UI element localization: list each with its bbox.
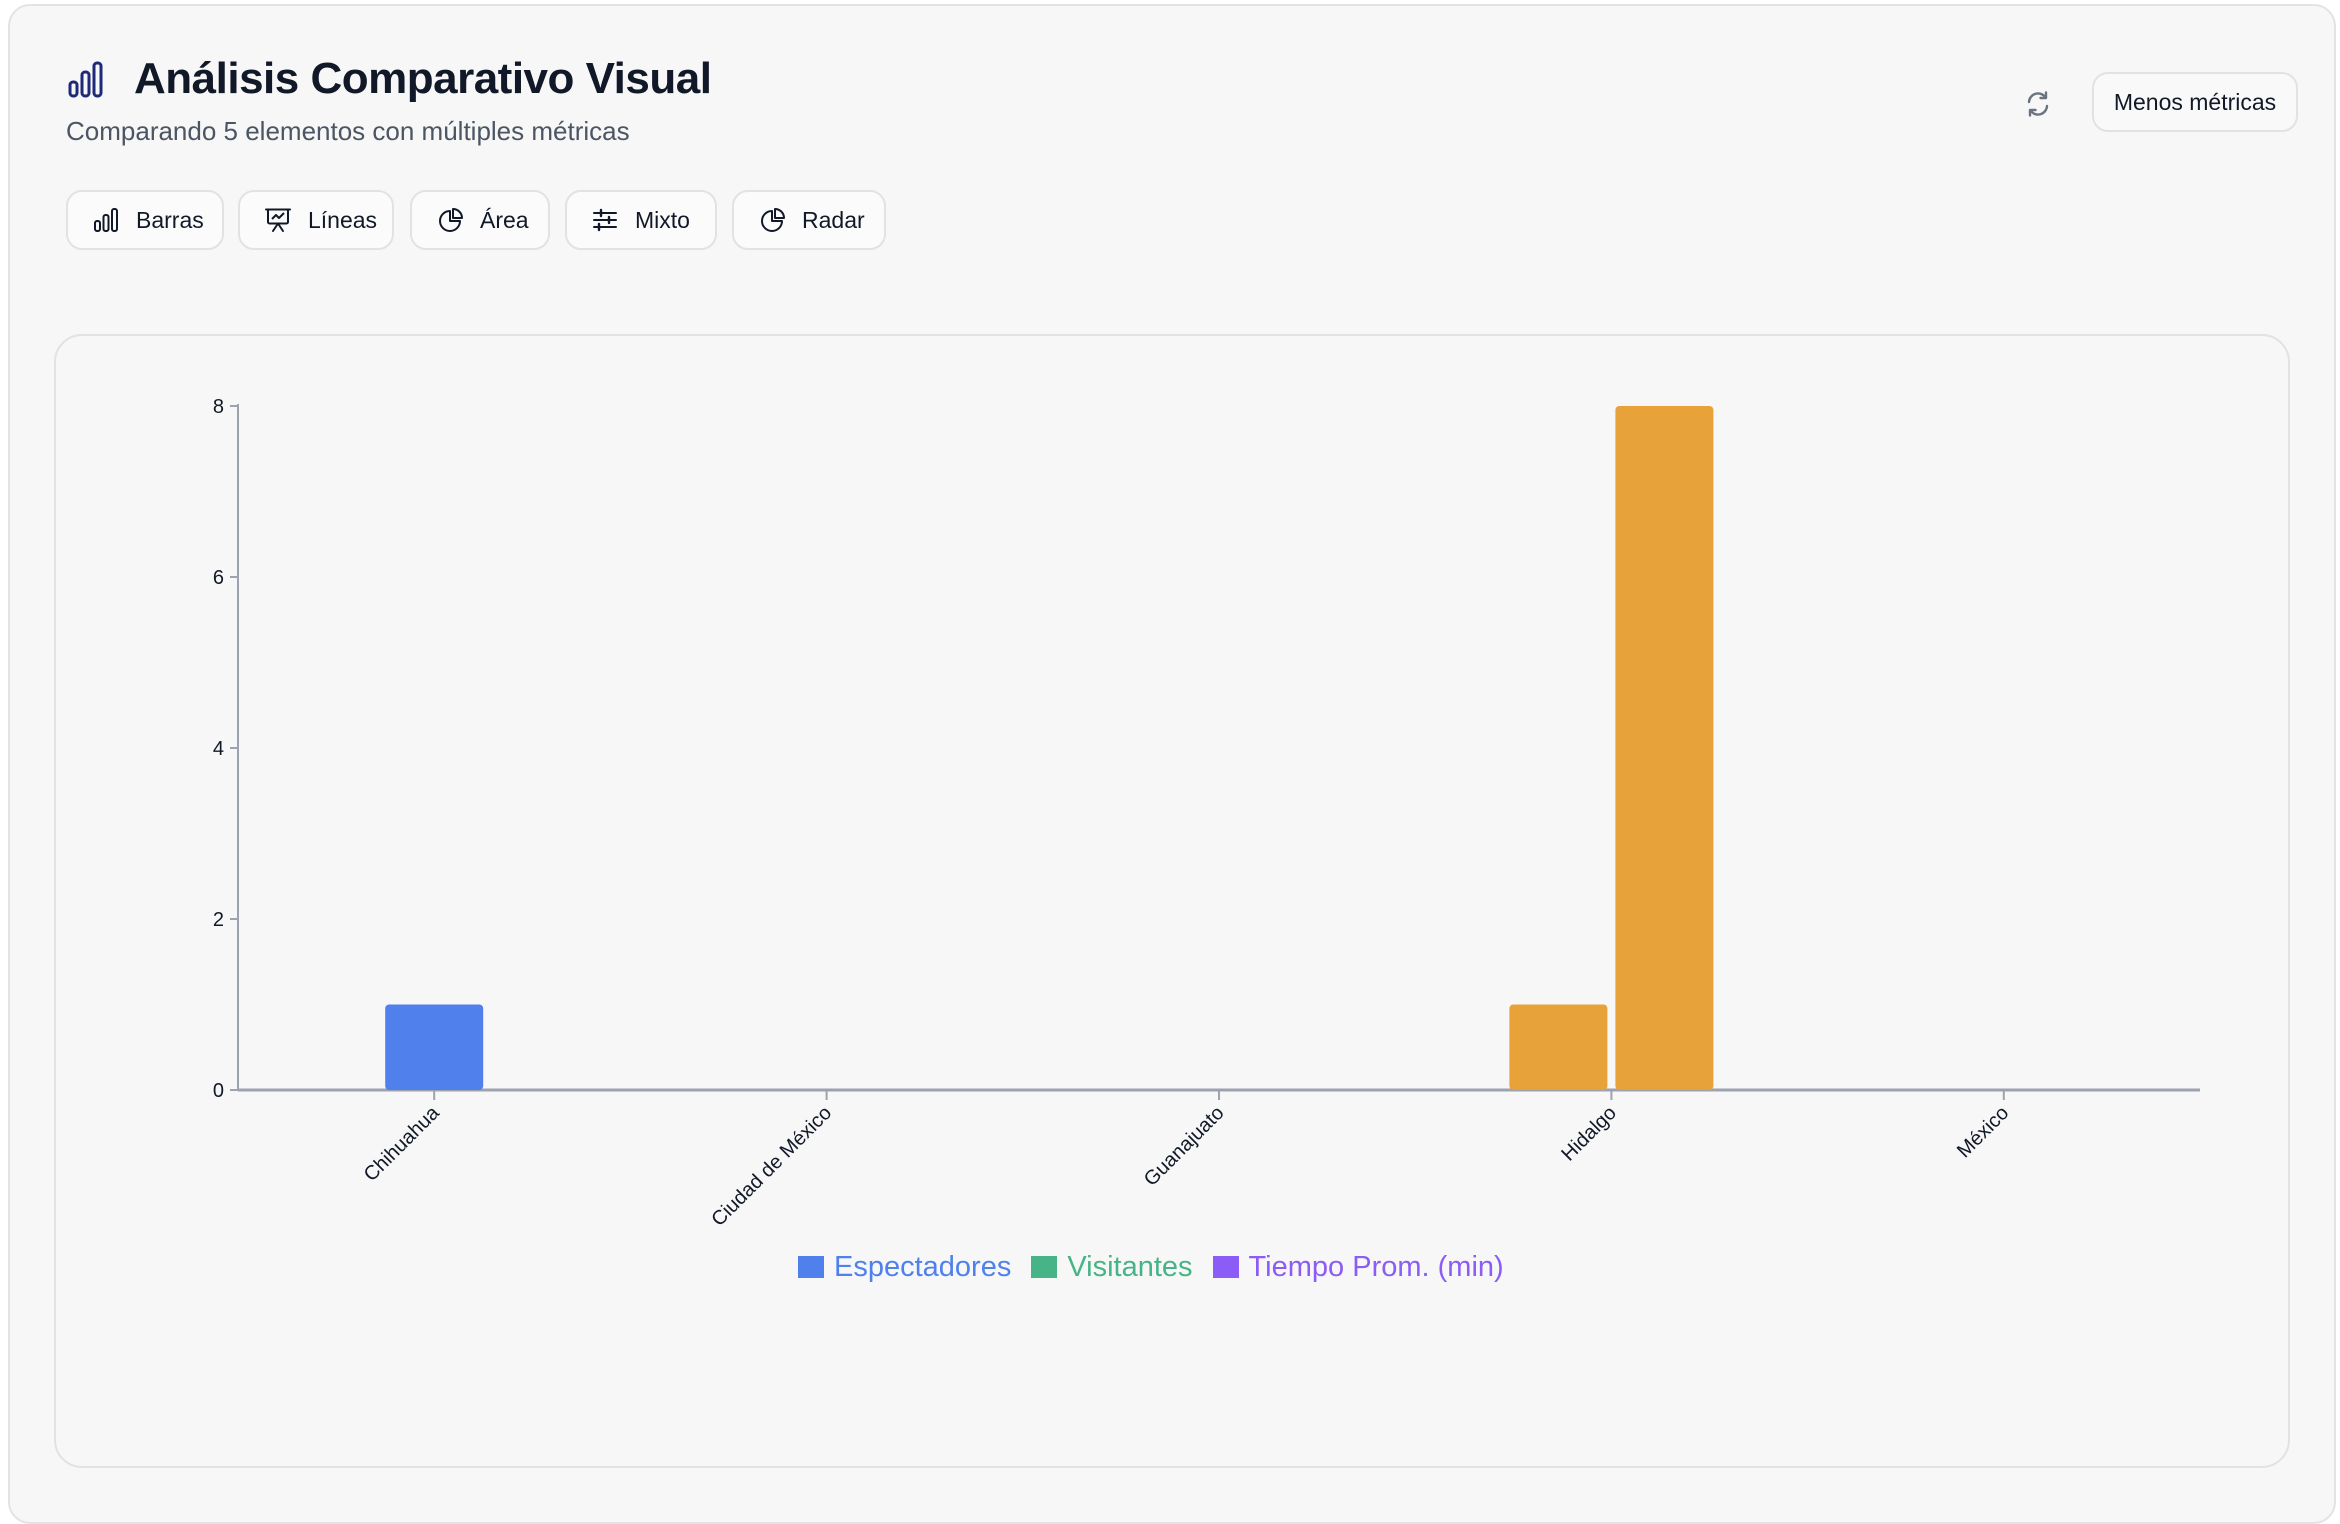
legend-swatch — [1031, 1256, 1058, 1278]
bar — [385, 1004, 484, 1090]
tab-area[interactable]: Área — [410, 190, 550, 250]
legend-label: Visitantes — [1067, 1250, 1193, 1283]
x-tick-label: México — [1953, 1102, 2013, 1162]
legend-item[interactable]: Espectadores — [798, 1251, 1011, 1284]
bar — [1509, 1004, 1608, 1090]
legend-swatch — [798, 1256, 824, 1278]
bar-chart: 0 2 4 6 8 Chihuahua Ciudad de México Guanajuato… — [213, 396, 2200, 1231]
y-tick-label: 8 — [213, 396, 224, 418]
tab-label: Radar — [802, 206, 865, 233]
bar — [1615, 406, 1714, 1090]
tab-label: Mixto — [635, 206, 690, 233]
legend-item[interactable]: Tiempo Prom. (min) — [1212, 1250, 1504, 1284]
chart-panel — [54, 334, 2290, 1468]
refresh-button[interactable] — [2018, 84, 2058, 124]
pie-chart-icon — [436, 206, 464, 234]
bar-chart-icon — [92, 206, 120, 234]
bar-chart-icon — [68, 61, 103, 98]
legend-label: Tiempo Prom. (min) — [1248, 1250, 1504, 1283]
y-tick-label: 2 — [213, 909, 224, 931]
page-subtitle: Comparando 5 elementos con múltiples mét… — [66, 116, 630, 146]
legend-swatch — [1212, 1256, 1239, 1278]
tab-lineas[interactable]: Líneas — [238, 190, 394, 250]
pie-chart-icon — [758, 206, 786, 234]
legend-item[interactable]: Visitantes — [1031, 1250, 1193, 1284]
x-tick-label: Guanajuato — [1140, 1102, 1229, 1191]
tab-mixto[interactable]: Mixto — [565, 190, 717, 250]
legend-label: Espectadores — [834, 1250, 1012, 1283]
x-tick-label: Ciudad de México — [707, 1102, 836, 1231]
x-tick-label: Chihuahua — [360, 1101, 445, 1186]
tab-label: Área — [480, 206, 529, 233]
x-tick-label: Hidalgo — [1557, 1102, 1621, 1166]
tab-label: Líneas — [308, 206, 378, 233]
refresh-icon — [2027, 91, 2049, 117]
page-title: Análisis Comparativo Visual — [134, 54, 712, 103]
less-metrics-button[interactable]: Menos métricas — [2092, 72, 2298, 132]
y-tick-label: 0 — [213, 1080, 224, 1102]
y-tick-label: 4 — [213, 738, 224, 760]
tab-label: Barras — [136, 206, 204, 233]
presentation-chart-icon — [264, 206, 292, 234]
tab-barras[interactable]: Barras — [66, 190, 224, 250]
chart-legend: Espectadores Visitantes Tiempo Prom. (min) — [798, 1247, 1524, 1287]
sliders-icon — [591, 206, 619, 234]
y-tick-label: 6 — [213, 567, 224, 589]
tab-radar[interactable]: Radar — [732, 190, 886, 250]
